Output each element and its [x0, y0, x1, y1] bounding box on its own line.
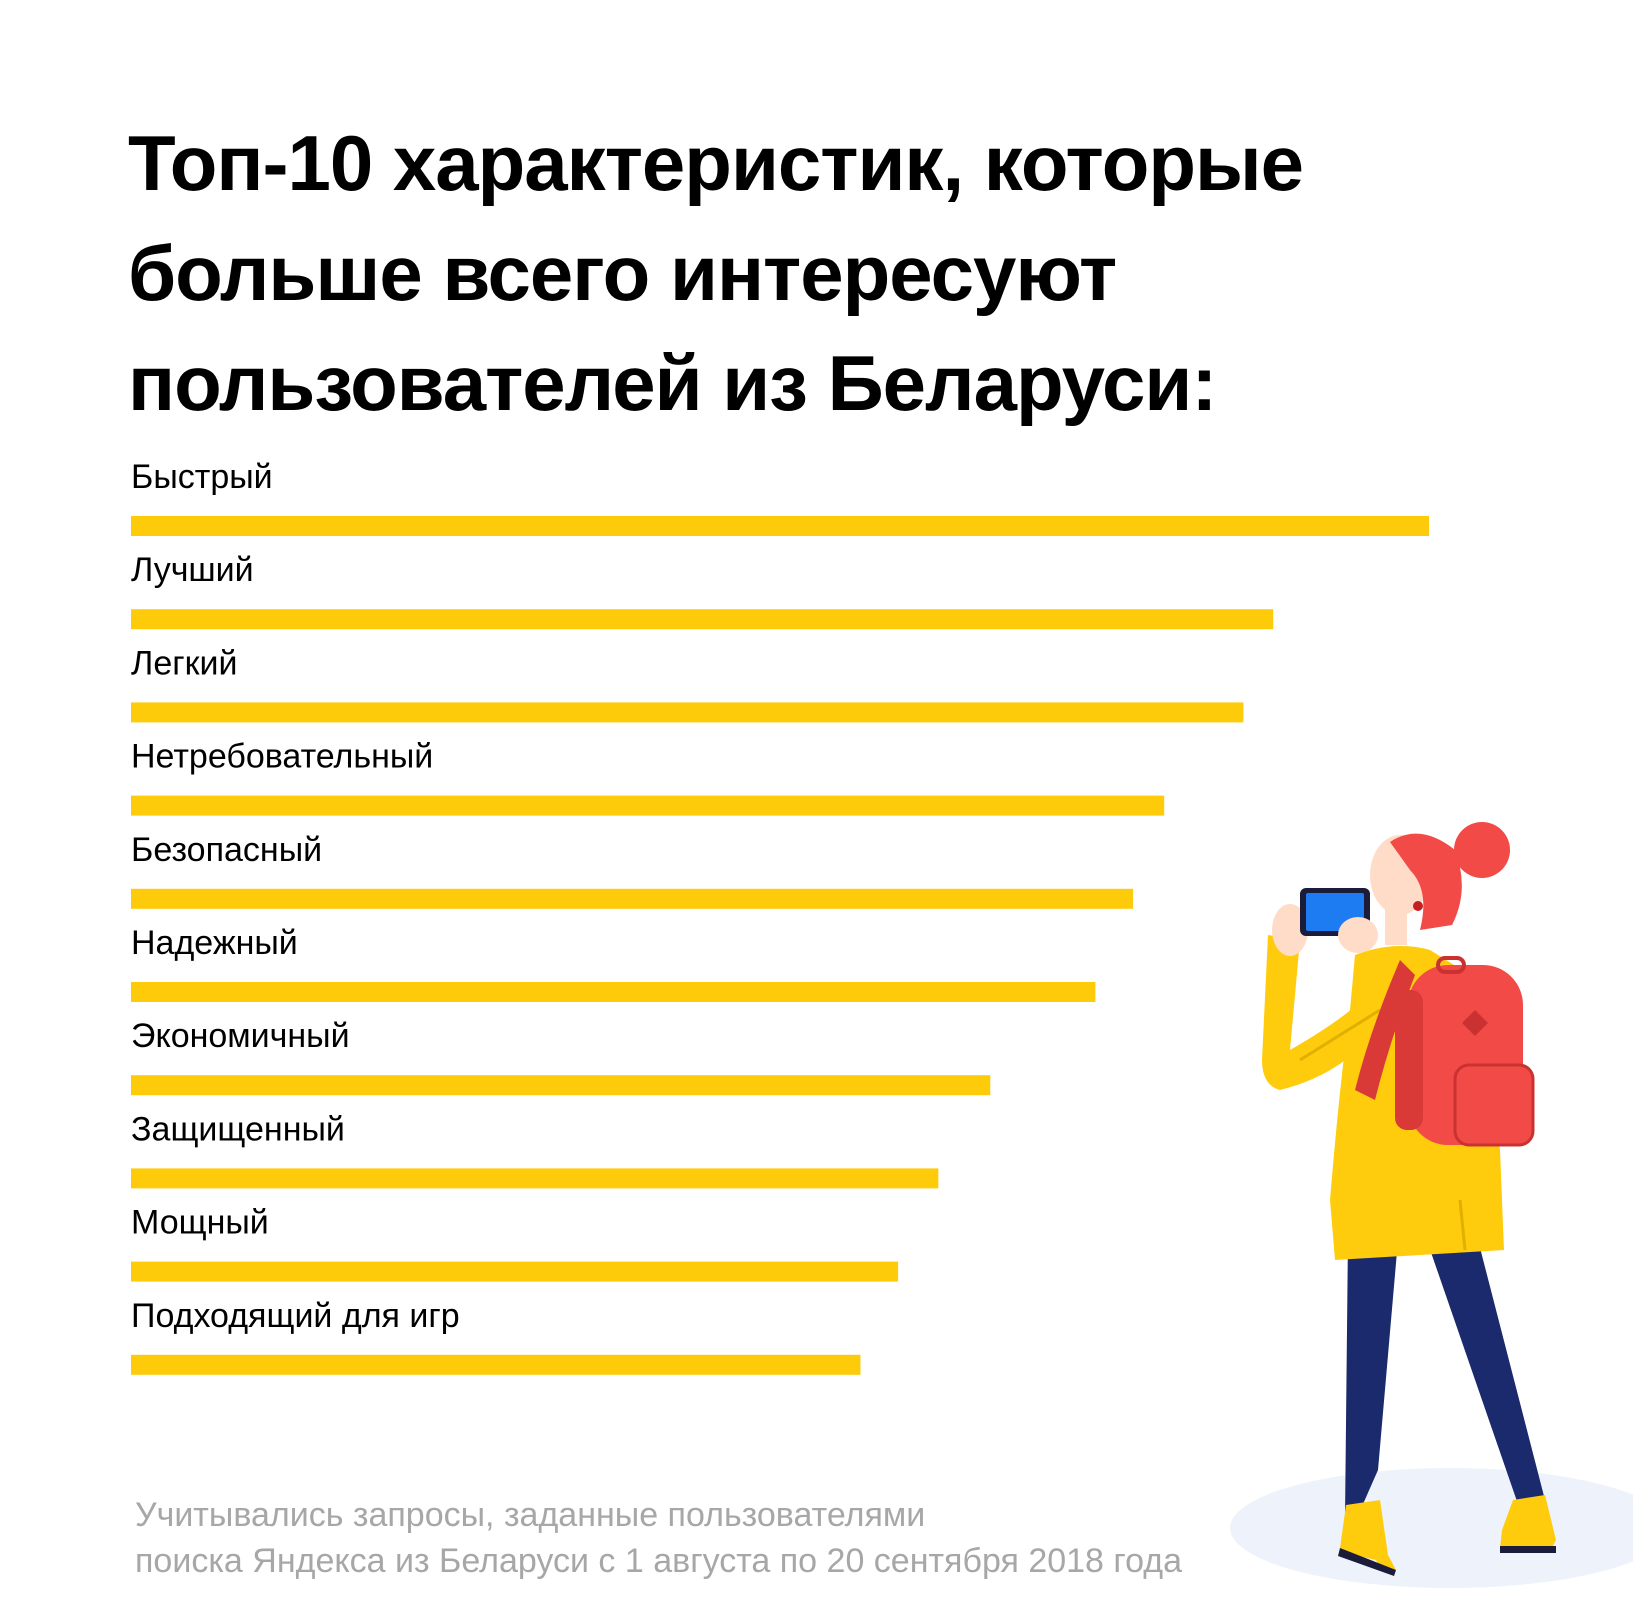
chart-title: Топ-10 характеристик, которые больше все… — [128, 108, 1378, 438]
backpack-handle — [1436, 956, 1466, 974]
bar — [131, 888, 1134, 909]
right-boot-sole — [1500, 1546, 1556, 1553]
bar — [131, 1354, 861, 1375]
hair — [1390, 833, 1462, 930]
bar — [131, 982, 1096, 1002]
chart-title-line-3: пользователей из Беларуси: — [128, 339, 1217, 427]
bar-label: Лучший — [131, 551, 254, 589]
coat-fold-line — [1299, 1008, 1381, 1062]
right-boot — [1500, 1495, 1556, 1548]
backpack-pocket — [1453, 1063, 1535, 1147]
bar-label: Безопасный — [131, 831, 322, 869]
left-hand — [1272, 904, 1308, 956]
bar-label: Подходящий для игр — [131, 1297, 460, 1335]
bar — [131, 609, 1274, 630]
right-hand — [1338, 917, 1378, 953]
right-leg — [1425, 1235, 1545, 1510]
bar — [131, 516, 1429, 536]
backpack-side — [1395, 990, 1423, 1130]
coat-arm — [1262, 935, 1395, 1090]
chart-title-line-1: Топ-10 характеристик, которые — [128, 119, 1304, 207]
backpack-logo — [1462, 1010, 1488, 1036]
girl-with-smartphone-illustration — [1230, 822, 1633, 1588]
bar — [131, 795, 1165, 816]
earring — [1413, 901, 1423, 911]
bar — [131, 1168, 939, 1189]
bar — [131, 702, 1244, 723]
ground-shadow — [1230, 1468, 1633, 1588]
bar-label: Быстрый — [131, 458, 273, 496]
bar-label: Надежный — [131, 924, 298, 962]
bar — [131, 1261, 899, 1282]
bar-label: Экономичный — [131, 1017, 350, 1055]
bar — [131, 1075, 991, 1096]
footnote-line-1: Учитывались запросы, заданные пользовате… — [135, 1496, 926, 1534]
left-boot-sole — [1338, 1548, 1396, 1576]
coat-fold-line-2 — [1458, 1199, 1467, 1251]
bar-label: Нетребовательный — [131, 738, 433, 776]
bar-label: Легкий — [131, 644, 237, 682]
left-leg — [1345, 1235, 1398, 1520]
footnote: Учитывались запросы, заданные пользовате… — [135, 1492, 1182, 1584]
neck — [1385, 905, 1407, 945]
footnote-line-2: поиска Яндекса из Беларуси с 1 августа п… — [135, 1542, 1182, 1580]
bar-label: Защищенный — [131, 1110, 345, 1148]
bar-label: Мощный — [131, 1204, 269, 1242]
chart-title-line-2: больше всего интересуют — [128, 229, 1117, 317]
hair-bun — [1454, 822, 1510, 878]
